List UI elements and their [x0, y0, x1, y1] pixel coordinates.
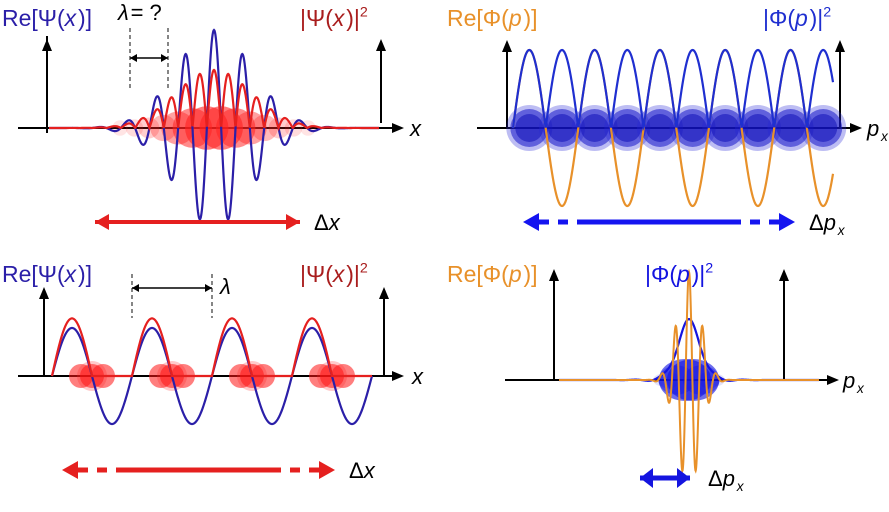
svg-text:x: x — [64, 5, 78, 31]
svg-text:= ?: = ? — [131, 0, 162, 25]
svg-text:p: p — [508, 261, 522, 287]
svg-text:2: 2 — [705, 260, 713, 276]
svg-text:|Ψ(: |Ψ( — [300, 5, 333, 31]
svg-text:x: x — [363, 458, 376, 483]
svg-text:)|: )| — [810, 5, 824, 31]
svg-text:λ: λ — [219, 274, 231, 299]
svg-text:)]: )] — [523, 261, 537, 287]
svg-text:Δ: Δ — [314, 210, 329, 235]
svg-text:Δ: Δ — [809, 210, 824, 235]
svg-text:x: x — [64, 261, 78, 287]
svg-text:λ: λ — [117, 0, 129, 25]
svg-text:x: x — [411, 364, 424, 389]
svg-text:Δ: Δ — [349, 458, 364, 483]
svg-text:2: 2 — [360, 4, 368, 20]
svg-text:p: p — [842, 368, 855, 393]
svg-text:x: x — [880, 129, 889, 144]
svg-text:)]: )] — [78, 261, 92, 287]
svg-text:x: x — [409, 116, 422, 141]
svg-text:)]: )] — [78, 5, 92, 31]
svg-text:p: p — [866, 116, 879, 141]
svg-text:2: 2 — [360, 260, 368, 276]
svg-text:2: 2 — [823, 4, 831, 20]
svg-text:|Ψ(: |Ψ( — [300, 261, 333, 287]
svg-text:Re[Φ(: Re[Φ( — [447, 261, 509, 287]
svg-text:p: p — [794, 5, 808, 31]
svg-text:x: x — [332, 5, 346, 31]
svg-text:x: x — [856, 381, 865, 396]
svg-text:p: p — [823, 210, 836, 235]
svg-text:|Φ(: |Φ( — [763, 5, 795, 31]
svg-text:)|: )| — [346, 261, 360, 287]
svg-text:p: p — [676, 261, 690, 287]
svg-text:Re[Φ(: Re[Φ( — [447, 5, 509, 31]
svg-text:|Φ(: |Φ( — [645, 261, 677, 287]
svg-text:)|: )| — [346, 5, 360, 31]
svg-text:)|: )| — [692, 261, 706, 287]
svg-text:p: p — [722, 466, 735, 491]
svg-text:x: x — [332, 261, 346, 287]
svg-text:x: x — [328, 210, 341, 235]
svg-text:x: x — [837, 223, 846, 238]
svg-text:Re[Ψ(: Re[Ψ( — [2, 5, 65, 31]
svg-text:p: p — [508, 5, 522, 31]
svg-text:)]: )] — [523, 5, 537, 31]
svg-text:Re[Ψ(: Re[Ψ( — [2, 261, 65, 287]
svg-text:x: x — [736, 479, 745, 494]
svg-text:Δ: Δ — [708, 466, 723, 491]
